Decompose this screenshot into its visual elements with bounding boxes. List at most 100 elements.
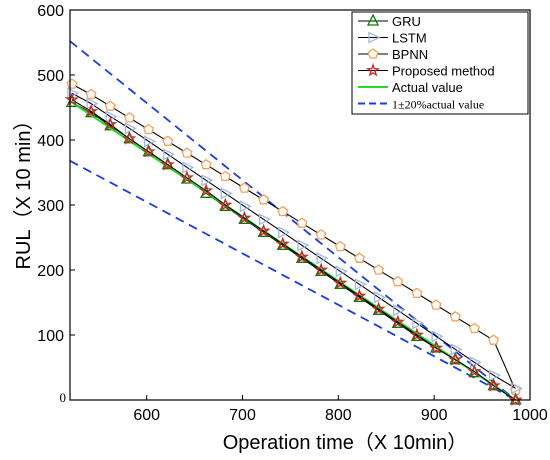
data-point <box>85 88 97 100</box>
legend-item: BPNN <box>358 47 428 62</box>
data-point <box>430 299 442 310</box>
y-tick-label: 300 <box>37 198 64 215</box>
y-tick-label: 200 <box>37 263 64 280</box>
data-point <box>124 122 137 135</box>
data-point <box>486 378 501 392</box>
data-point <box>296 217 308 228</box>
series-lower-bound <box>69 160 517 401</box>
x-tick-label: 800 <box>325 407 352 424</box>
data-point <box>373 264 385 275</box>
legend-marker <box>365 63 381 77</box>
data-point <box>333 275 348 289</box>
legend-marker <box>366 13 380 26</box>
data-point <box>278 226 291 239</box>
data-point <box>123 112 135 123</box>
data-point <box>122 131 137 145</box>
data-point <box>469 356 482 369</box>
series-proposed-method <box>64 92 523 406</box>
y-tick-label: 0 <box>60 390 67 405</box>
data-point <box>238 182 250 193</box>
data-point <box>334 240 346 252</box>
data-point <box>141 144 156 158</box>
data-point <box>163 148 176 161</box>
data-point <box>143 123 155 135</box>
data-point <box>162 135 174 146</box>
series-1-20-actual-value <box>69 40 517 401</box>
data-point <box>66 78 78 89</box>
series-line <box>71 92 516 389</box>
data-point <box>488 334 500 345</box>
legend-marker <box>368 31 381 44</box>
data-point <box>510 382 524 395</box>
data-point <box>335 265 348 278</box>
data-point <box>123 131 136 144</box>
data-point <box>392 275 404 287</box>
data-point <box>411 287 423 299</box>
data-point <box>181 147 193 158</box>
data-point <box>201 174 214 187</box>
data-point <box>220 187 233 200</box>
data-point <box>103 117 118 131</box>
x-tick-label: 900 <box>421 407 448 424</box>
plot-area <box>64 40 524 406</box>
x-axis-title: Operation time（X 10min） <box>223 431 468 454</box>
y-axis-title: RUL（X 10 min） <box>12 111 35 270</box>
data-point <box>294 249 309 263</box>
data-point <box>354 278 367 291</box>
data-point <box>448 352 463 366</box>
data-point <box>316 252 329 265</box>
data-point <box>314 262 329 276</box>
legend-label: BPNN <box>392 47 428 62</box>
data-point <box>219 170 231 182</box>
data-point <box>179 170 194 184</box>
legend-label: LSTM <box>392 31 427 46</box>
data-point <box>105 110 118 123</box>
data-point <box>508 392 523 406</box>
legend-label: 1±20%actual value <box>392 98 484 112</box>
series-bpnn <box>66 78 522 395</box>
y-tick-label: 500 <box>37 68 64 85</box>
data-point <box>143 135 157 148</box>
data-point <box>468 322 480 334</box>
data-point <box>488 369 502 382</box>
data-point <box>393 304 406 317</box>
legend-item: 1±20%actual value <box>358 98 484 112</box>
data-point <box>182 161 195 174</box>
data-point <box>104 100 116 111</box>
x-tick-label: 600 <box>133 407 160 424</box>
y-tick-label: 600 <box>37 3 64 20</box>
y-tick-label: 400 <box>37 133 64 150</box>
data-point <box>315 229 327 240</box>
data-point <box>371 301 386 315</box>
data-point <box>275 236 290 250</box>
data-point <box>430 340 443 353</box>
data-point <box>161 157 174 170</box>
legend-label: GRU <box>392 14 421 29</box>
data-point <box>277 205 289 217</box>
data-point <box>200 158 212 170</box>
data-point <box>218 197 233 211</box>
x-tick-label: 700 <box>229 407 256 424</box>
data-point <box>449 310 461 322</box>
series-line <box>71 83 517 391</box>
data-point <box>297 239 310 252</box>
data-point <box>412 317 425 330</box>
data-point <box>84 103 99 118</box>
data-point <box>142 144 155 157</box>
x-tick-label: 1000 <box>512 407 548 424</box>
data-point <box>258 193 270 205</box>
data-point <box>431 330 444 343</box>
data-point <box>353 252 365 263</box>
legend-marker <box>367 48 379 59</box>
data-point <box>239 200 252 213</box>
series-line <box>69 40 517 401</box>
data-point <box>199 183 214 197</box>
legend-item: Actual value <box>358 80 463 95</box>
legend-box <box>351 11 529 115</box>
y-tick-label: 100 <box>37 328 64 345</box>
legend-label: Actual value <box>392 80 463 95</box>
data-point <box>450 343 463 356</box>
axes: 600 700 800 900 1000 100 200 300 400 500 600 0 <box>37 3 548 424</box>
